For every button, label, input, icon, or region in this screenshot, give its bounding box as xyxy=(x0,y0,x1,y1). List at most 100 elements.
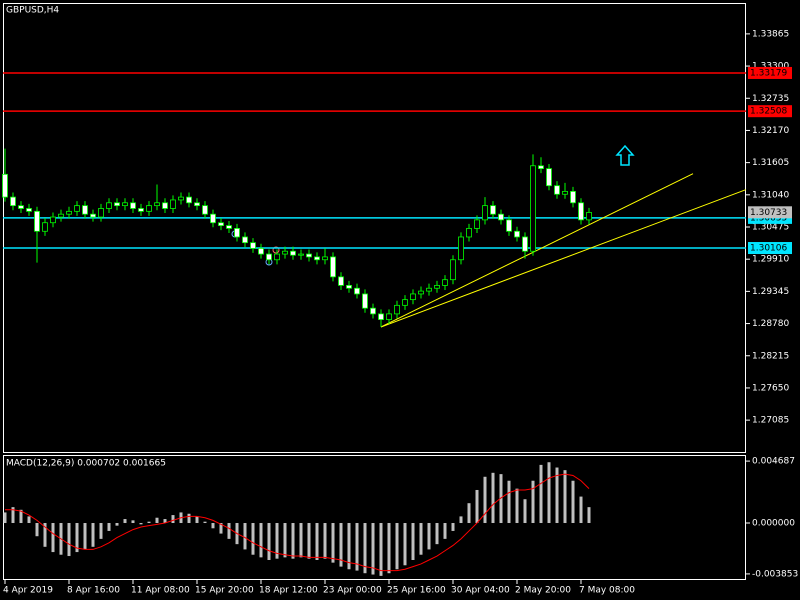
level-label-box xyxy=(748,242,792,255)
x-tick-label: 7 May 08:00 xyxy=(579,586,635,596)
candle-body xyxy=(482,205,488,221)
candle-body xyxy=(98,208,104,218)
candle-body xyxy=(562,190,568,195)
macd-bar xyxy=(115,523,119,526)
macd-bar xyxy=(99,523,103,539)
macd-bar xyxy=(555,467,559,524)
candle-body xyxy=(442,279,448,286)
macd-bar xyxy=(27,516,31,524)
macd-bar xyxy=(163,519,167,524)
macd-bar xyxy=(51,523,55,553)
candle-body xyxy=(178,196,184,201)
candle-body xyxy=(578,202,584,221)
candle-body xyxy=(298,253,304,256)
macd-bar xyxy=(323,523,327,559)
y-tick-label: 0.004687 xyxy=(752,457,795,467)
x-tick-label: 4 Apr 2019 xyxy=(3,586,53,596)
candle-body xyxy=(474,219,480,229)
candle-body xyxy=(498,213,504,221)
candle-body xyxy=(338,276,344,286)
signal-line xyxy=(5,473,590,572)
macd-bar xyxy=(291,523,295,559)
macd-bar xyxy=(435,523,439,545)
macd-bar xyxy=(339,523,343,567)
candle-body xyxy=(490,205,496,215)
bid-label-box xyxy=(748,206,792,219)
candle-body xyxy=(210,213,216,224)
macd-bar xyxy=(547,462,551,524)
candle-body xyxy=(322,256,328,261)
macd-bar xyxy=(251,523,255,555)
macd-bar xyxy=(243,523,247,550)
level-label: 1.32508 xyxy=(750,107,787,117)
candle-body xyxy=(90,213,96,218)
x-tick-label: 25 Apr 16:00 xyxy=(387,586,446,596)
candle-body xyxy=(402,299,408,306)
macd-bar xyxy=(19,509,23,524)
x-tick-label: 15 Apr 20:00 xyxy=(195,586,254,596)
candle-body xyxy=(226,225,232,229)
macd-bar xyxy=(419,523,423,555)
candle-body xyxy=(522,236,528,252)
y-tick-label: 1.28780 xyxy=(752,319,789,329)
candle-body xyxy=(386,313,392,320)
candle-body xyxy=(434,284,440,289)
macd-bar xyxy=(347,523,351,570)
trendline xyxy=(380,189,746,328)
y-tick-label: 1.31605 xyxy=(752,158,789,168)
x-tick-label: 11 Apr 08:00 xyxy=(131,586,190,596)
y-tick-label: 1.30475 xyxy=(752,223,789,233)
main-frame xyxy=(3,3,746,453)
y-tick-label: 1.29910 xyxy=(752,255,789,265)
macd-bar xyxy=(275,523,279,559)
candle-body xyxy=(538,165,544,170)
candle-body xyxy=(106,202,112,209)
y-tick-label: 1.32735 xyxy=(752,94,789,104)
candle-body xyxy=(514,230,520,238)
x-tick-label: 2 May 20:00 xyxy=(515,586,571,596)
candle-body xyxy=(202,205,208,215)
macd-bar xyxy=(315,523,319,560)
macd-bar xyxy=(515,488,519,524)
chart-title: GBPUSD,H4 xyxy=(6,6,59,16)
macd-bar xyxy=(563,470,567,524)
macd-bar xyxy=(307,523,311,559)
macd-bar xyxy=(75,523,79,553)
macd-bar xyxy=(195,516,199,524)
candle-body xyxy=(426,287,432,292)
candle-body xyxy=(26,208,32,212)
macd-bar xyxy=(123,519,127,524)
x-tick-label: 8 Apr 16:00 xyxy=(67,586,120,596)
candle-body xyxy=(290,250,296,256)
candle-body xyxy=(506,219,512,232)
macd-bar xyxy=(387,523,391,574)
macd-bar xyxy=(219,523,223,534)
macd-bar xyxy=(475,489,479,524)
level-label-box xyxy=(748,66,792,79)
candle-body xyxy=(146,205,152,212)
level-label: 1.30635 xyxy=(750,213,787,223)
macd-bar xyxy=(131,520,135,524)
candle-body xyxy=(306,253,312,258)
candle-body xyxy=(466,228,472,238)
macd-bar xyxy=(483,476,487,524)
macd-bar xyxy=(267,523,271,560)
candle-body xyxy=(586,212,592,221)
candle-body xyxy=(274,253,280,261)
y-tick-label: 0.000000 xyxy=(752,519,795,529)
macd-bar xyxy=(411,523,415,560)
candle-body xyxy=(282,250,288,255)
macd-bar xyxy=(155,517,159,524)
macd-bar xyxy=(371,523,375,575)
candle-body xyxy=(458,236,464,261)
trendline xyxy=(380,173,694,328)
candle-body xyxy=(410,293,416,301)
candle-body xyxy=(242,236,248,244)
candle-body xyxy=(82,205,88,215)
candle-body xyxy=(186,196,192,204)
x-tick-label: 18 Apr 12:00 xyxy=(259,586,318,596)
y-tick-label: 1.33865 xyxy=(752,29,789,39)
candle-body xyxy=(378,313,384,320)
candle-body xyxy=(42,222,48,232)
